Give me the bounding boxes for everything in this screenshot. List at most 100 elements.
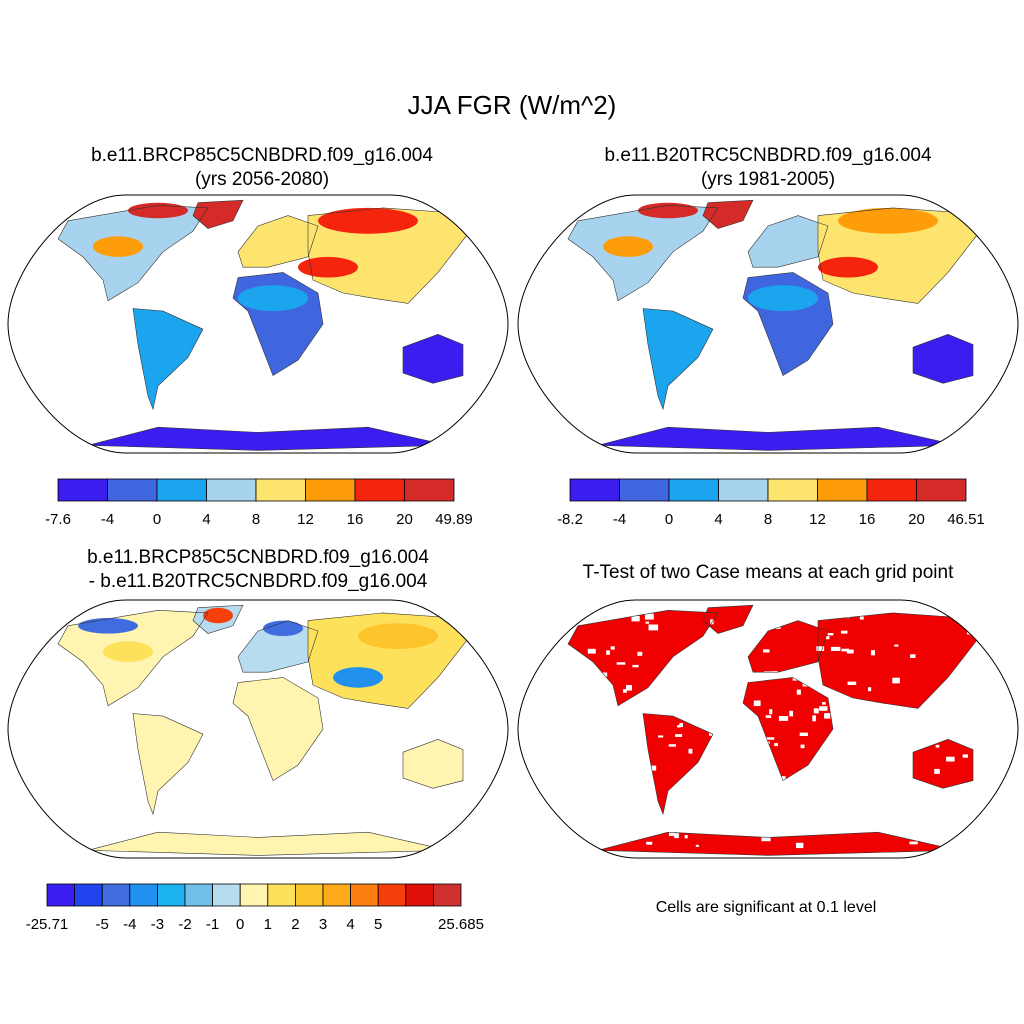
bottom-left-region-5	[358, 623, 438, 650]
colorbar-swatch	[322, 883, 352, 907]
colorbar-tick-label: 1	[264, 916, 272, 933]
map-bottom-left	[8, 600, 508, 858]
colorbar-top-left: -7.6 -4 0 4 8 12 16 20 49.89	[45, 478, 473, 528]
top-left-antarctica	[88, 427, 448, 451]
colorbar-swatch	[129, 883, 158, 907]
colorbar-tick-label: 4	[202, 511, 210, 528]
colorbar-swatch	[668, 478, 719, 502]
map-frame-top-right	[517, 194, 1019, 454]
panel-bottom-left-title-line2: - b.e11.B20TRC5CNBDRD.f09_g16.004	[88, 571, 428, 592]
bottom-left-region-1	[333, 667, 383, 688]
colorbar-swatch	[294, 883, 324, 907]
top-right-region-3	[638, 202, 698, 219]
colorbar-tick-label: 2	[291, 916, 299, 933]
panel-top-right-title-line2: (yrs 1981-2005)	[700, 169, 836, 190]
colorbar-swatch	[916, 478, 967, 502]
colorbar-swatch	[569, 478, 620, 502]
colorbar-swatch	[156, 883, 186, 907]
significance-southAmerica	[643, 713, 713, 815]
colorbar-swatch	[354, 478, 405, 502]
colorbar-tick-label: 0	[236, 916, 244, 933]
colorbar-bottom-left: -25.71 -5 -4 -3 -2 -1 0 1 2 3 4 5 25.685	[26, 883, 484, 933]
top-right-australia	[913, 334, 973, 384]
colorbar-tick-label: -3	[151, 916, 164, 933]
colorbar-swatch	[866, 478, 917, 502]
panel-bottom-left-title: b.e11.BRCP85C5CNBDRD.f09_g16.004 - b.e11…	[8, 546, 508, 594]
top-right-southAmerica	[643, 308, 713, 410]
bottom-left-region-3	[78, 618, 138, 634]
bottom-left-region-0	[103, 641, 153, 662]
bottom-left-europe	[238, 620, 318, 673]
colorbar-swatch	[57, 478, 108, 502]
colorbar-swatch	[305, 478, 356, 502]
panel-bottom-left-title-line1: b.e11.BRCP85C5CNBDRD.f09_g16.004	[87, 547, 429, 568]
significance-antarctica	[598, 832, 958, 856]
colorbar-tick-label: -2	[178, 916, 191, 933]
colorbar-tick-label: 12	[297, 511, 314, 528]
top-left-region-4	[238, 285, 308, 312]
colorbar-tick-label: 0	[665, 511, 673, 528]
colorbar-tick-label: -7.6	[45, 511, 71, 528]
colorbar-swatch	[212, 883, 241, 907]
colorbar-tick-label: -5	[96, 916, 109, 933]
colorbar-swatch	[101, 883, 131, 907]
colorbar-swatch	[350, 883, 379, 907]
top-left-australia	[403, 334, 463, 384]
bottom-left-africa	[233, 677, 323, 781]
panel-top-left-title-line1: b.e11.BRCP85C5CNBDRD.f09_g16.004	[91, 145, 433, 166]
colorbar-swatch	[718, 478, 769, 502]
colorbar-tick-label: 4	[346, 916, 354, 933]
significance-africa	[743, 677, 833, 781]
map-bottom-right	[518, 600, 1018, 858]
bottom-left-australia	[403, 739, 463, 789]
colorbar-tick-label: 25.685	[438, 916, 484, 933]
panel-bottom-right-title: T-Test of two Case means at each grid po…	[582, 562, 954, 583]
bottom-left-southAmerica	[133, 713, 203, 815]
colorbar-tick-label: 8	[252, 511, 260, 528]
top-right-region-4	[748, 285, 818, 312]
significance-note: Cells are significant at 0.1 level	[655, 899, 877, 916]
top-right-europe	[748, 215, 828, 268]
colorbar-tick-label: 5	[374, 916, 382, 933]
colorbar-tick-label: -4	[101, 511, 114, 528]
panel-top-right-title-line1: b.e11.B20TRC5CNBDRD.f09_g16.004	[604, 145, 932, 166]
top-left-region-1	[318, 207, 418, 234]
map-frame-bottom-right	[517, 599, 1019, 859]
colorbar-swatch	[817, 478, 868, 502]
top-right-region-2	[818, 256, 878, 278]
bottom-left-region-4	[203, 607, 233, 624]
colorbar-swatch	[619, 478, 670, 502]
colorbar-swatch	[46, 883, 76, 907]
colorbar-swatch	[405, 883, 434, 907]
colorbar-tick-label: 3	[319, 916, 327, 933]
colorbar-swatch	[767, 478, 818, 502]
colorbar-top-right: -8.2 -4 0 4 8 12 16 20 46.51	[557, 478, 985, 528]
top-left-europe	[238, 215, 318, 268]
colorbar-tick-label: 20	[396, 511, 413, 528]
colorbar-tick-label: 8	[764, 511, 772, 528]
colorbar-swatch	[156, 478, 207, 502]
top-right-antarctica	[598, 427, 958, 451]
colorbar-tick-label: 12	[809, 511, 826, 528]
colorbar-tick-label: -8.2	[557, 511, 583, 528]
bottom-left-region-2	[263, 620, 303, 637]
colorbar-tick-label: 16	[347, 511, 364, 528]
figure-title: JJA FGR (W/m^2)	[407, 90, 617, 120]
colorbar-swatch	[184, 883, 214, 907]
colorbar-swatch	[432, 883, 462, 907]
colorbar-tick-label: 20	[908, 511, 925, 528]
colorbar-tick-label: 16	[859, 511, 876, 528]
colorbar-tick-label: 49.89	[435, 511, 473, 528]
colorbar-tick-label: -25.71	[26, 916, 69, 933]
top-left-southAmerica	[133, 308, 203, 410]
map-top-left	[8, 195, 508, 453]
top-right-region-0	[603, 236, 653, 257]
top-left-region-2	[298, 256, 358, 278]
colorbar-swatch	[239, 883, 269, 907]
top-left-region-0	[93, 236, 143, 257]
colorbar-tick-label: -4	[123, 916, 136, 933]
significance-northAmerica	[568, 610, 718, 706]
colorbar-swatch	[404, 478, 455, 502]
colorbar-tick-label: 4	[714, 511, 722, 528]
